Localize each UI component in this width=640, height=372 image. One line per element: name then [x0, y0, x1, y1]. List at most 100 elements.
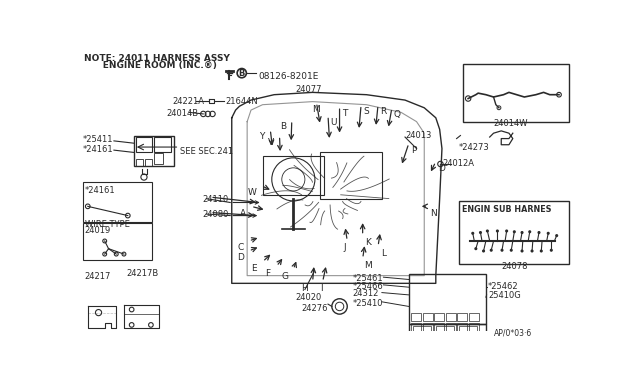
Text: U: U: [330, 118, 337, 127]
Text: N: N: [430, 209, 437, 218]
Circle shape: [479, 231, 482, 234]
Circle shape: [540, 250, 543, 253]
Bar: [469, 343, 479, 351]
Circle shape: [496, 230, 499, 232]
Bar: [458, 343, 467, 351]
Bar: [411, 343, 421, 351]
Bar: [320, 153, 382, 199]
Bar: [446, 323, 456, 331]
Bar: [458, 323, 467, 331]
Circle shape: [538, 231, 541, 234]
Text: D: D: [438, 164, 445, 173]
Bar: [411, 312, 421, 321]
Text: R: R: [380, 107, 387, 116]
Text: 24110: 24110: [202, 195, 228, 204]
Text: T: T: [342, 109, 348, 118]
Bar: [409, 274, 486, 324]
Circle shape: [528, 230, 531, 233]
Bar: [446, 333, 456, 341]
Text: 24014W: 24014W: [493, 119, 528, 128]
Text: *25411: *25411: [83, 135, 114, 144]
Text: 24312: 24312: [353, 289, 379, 298]
Text: P: P: [412, 145, 417, 154]
Text: NOTE: 24011 HARNESS ASSY: NOTE: 24011 HARNESS ASSY: [84, 54, 230, 63]
Bar: [145, 158, 152, 166]
Text: H: H: [301, 284, 307, 293]
Text: *25461: *25461: [353, 274, 383, 283]
Text: S: S: [364, 107, 369, 116]
Bar: [459, 327, 477, 336]
Text: 24217B: 24217B: [126, 269, 159, 278]
Text: B: B: [280, 122, 287, 131]
Bar: [458, 333, 467, 341]
Circle shape: [509, 249, 513, 252]
Text: A: A: [239, 209, 246, 218]
Bar: [262, 156, 324, 195]
Text: J: J: [344, 243, 346, 252]
Text: WIRE TYPE: WIRE TYPE: [84, 220, 129, 229]
Bar: [469, 333, 479, 341]
Bar: [413, 327, 431, 336]
Bar: [422, 312, 433, 321]
Circle shape: [486, 230, 489, 232]
Text: E: E: [252, 264, 257, 273]
Text: *24273: *24273: [459, 143, 490, 152]
Text: *24161: *24161: [84, 186, 115, 195]
Bar: [458, 312, 467, 321]
Text: M: M: [364, 261, 372, 270]
Text: 08126-8201E: 08126-8201E: [258, 71, 318, 81]
Bar: [409, 324, 486, 338]
Bar: [435, 333, 444, 341]
Bar: [469, 323, 479, 331]
Bar: [136, 137, 152, 153]
Bar: [83, 182, 152, 222]
Bar: [463, 64, 569, 122]
Bar: [435, 323, 444, 331]
Text: 24020: 24020: [296, 293, 322, 302]
Text: SEE SEC.241: SEE SEC.241: [180, 147, 234, 156]
Text: M: M: [312, 105, 319, 114]
Circle shape: [520, 250, 524, 253]
Text: 24013: 24013: [405, 131, 431, 140]
Circle shape: [471, 232, 474, 235]
Bar: [446, 343, 456, 351]
Text: 24019: 24019: [84, 226, 111, 235]
Bar: [435, 312, 444, 321]
Bar: [411, 333, 421, 341]
Text: G: G: [282, 272, 289, 281]
Text: *25466: *25466: [353, 282, 383, 291]
Text: 24217: 24217: [84, 272, 111, 281]
Bar: [435, 343, 444, 351]
Text: ENGINE ROOM (INC.®): ENGINE ROOM (INC.®): [84, 61, 217, 70]
Bar: [459, 201, 569, 264]
Text: L: L: [381, 249, 386, 258]
Text: *25462: *25462: [488, 282, 519, 291]
Text: AP/0*03·6: AP/0*03·6: [494, 328, 532, 337]
Circle shape: [547, 232, 550, 235]
Circle shape: [490, 249, 493, 252]
Bar: [134, 135, 174, 166]
Text: 24014B: 24014B: [166, 109, 198, 118]
Circle shape: [550, 249, 553, 252]
Text: 24077: 24077: [296, 86, 322, 94]
Text: 24012A: 24012A: [442, 158, 474, 168]
Text: F: F: [266, 269, 271, 278]
Bar: [136, 158, 143, 166]
Text: Q: Q: [394, 110, 401, 119]
Text: 25410G: 25410G: [488, 291, 521, 300]
Bar: [83, 223, 152, 260]
Circle shape: [500, 249, 504, 252]
Circle shape: [520, 231, 524, 234]
Bar: [422, 333, 433, 341]
Text: *25410: *25410: [353, 299, 383, 308]
Circle shape: [505, 230, 508, 232]
Text: ENGIN SUB HARNES: ENGIN SUB HARNES: [462, 205, 552, 214]
Text: K: K: [365, 238, 371, 247]
Bar: [469, 312, 479, 321]
Text: Y: Y: [259, 132, 264, 141]
Text: W: W: [248, 188, 257, 197]
Bar: [154, 153, 163, 164]
Circle shape: [474, 247, 477, 250]
Bar: [422, 343, 433, 351]
Bar: [446, 312, 456, 321]
